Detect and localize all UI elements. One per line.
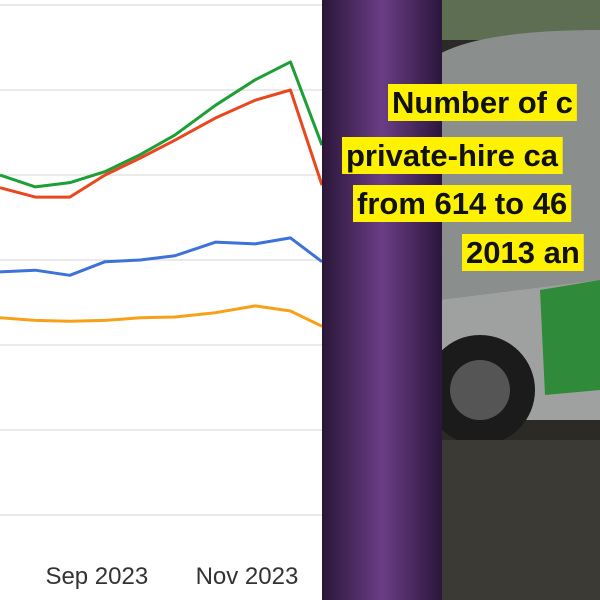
caption-highlight bbox=[353, 185, 572, 222]
caption-line: from 614 to 46 bbox=[357, 186, 567, 221]
series-line bbox=[0, 304, 322, 328]
caption-line: 2013 an bbox=[466, 235, 580, 270]
series-line bbox=[0, 88, 322, 199]
caption-highlight bbox=[388, 84, 577, 121]
series-line bbox=[0, 60, 322, 189]
x-tick-label: Sep 2023 bbox=[45, 563, 148, 590]
series-line bbox=[0, 236, 322, 277]
caption-line: private-hire ca bbox=[346, 138, 559, 173]
rim bbox=[450, 360, 510, 420]
chart-bg bbox=[0, 0, 322, 600]
caption-line: Number of c bbox=[392, 85, 573, 120]
ground bbox=[430, 440, 600, 600]
caption-highlight bbox=[342, 137, 563, 174]
car-stripe bbox=[540, 280, 600, 395]
photo: Number of c private-hire ca from 614 to 46… bbox=[322, 0, 600, 600]
x-tick-label: Nov 2023 bbox=[196, 563, 299, 590]
caption: Number of c private-hire ca from 614 to 46… bbox=[342, 84, 584, 271]
caption-highlight bbox=[462, 234, 584, 271]
